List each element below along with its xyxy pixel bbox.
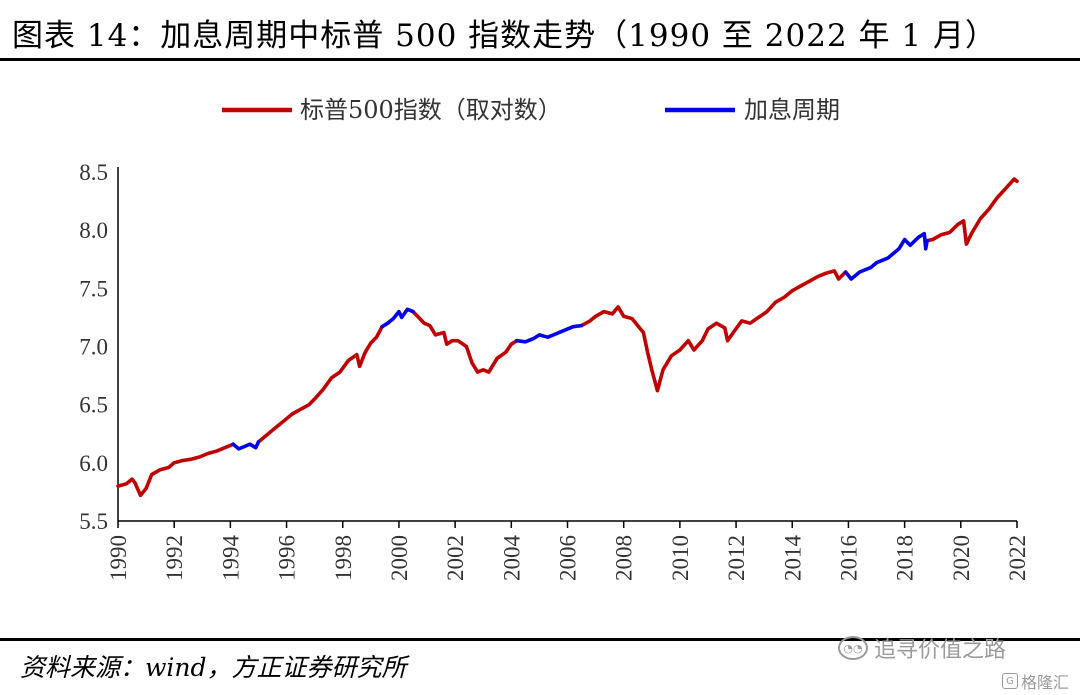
series-line-sp500 xyxy=(925,177,1019,246)
series-line-hike xyxy=(380,307,415,329)
series-line-sp500 xyxy=(579,269,848,393)
x-tick-label: 1998 xyxy=(331,535,356,581)
x-tick-label: 2022 xyxy=(1005,535,1030,581)
y-tick-label: 7.0 xyxy=(79,335,108,360)
series-line-sp500 xyxy=(116,442,235,498)
x-tick-label: 2018 xyxy=(893,535,918,581)
x-tick-label: 2000 xyxy=(387,535,412,581)
y-tick-label: 8.5 xyxy=(79,160,108,185)
x-tick-label: 2014 xyxy=(780,535,805,582)
chart-title: 图表 14：加息周期中标普 500 指数走势（1990 至 2022 年 1 月… xyxy=(12,18,997,54)
series-line-hike xyxy=(515,323,584,344)
y-tick-label: 6.5 xyxy=(79,393,108,418)
x-tick-label: 1994 xyxy=(218,535,243,582)
x-tick-label: 2008 xyxy=(612,535,637,581)
plot-area xyxy=(116,177,1019,498)
x-tick-label: 2020 xyxy=(949,535,974,581)
watermark: ◔◔ 追寻价值之路 xyxy=(838,632,1006,664)
axes: 5.5 6.0 6.5 7.0 7.5 8.0 8.5 1990 1992 1994 1996 199… xyxy=(79,160,1030,581)
x-tick-label: 1996 xyxy=(275,535,300,581)
series-line-sp500 xyxy=(411,309,519,374)
x-tick-label: 1992 xyxy=(162,535,187,581)
badge-text: 格隆汇 xyxy=(1021,673,1070,692)
y-tick-label: 5.5 xyxy=(79,509,108,534)
y-tick-label: 7.5 xyxy=(79,276,108,301)
source-note: 资料来源：wind，方正证券研究所 xyxy=(20,653,407,682)
watermark-text: 追寻价值之路 xyxy=(874,638,1007,663)
gelonghui-logo-icon: G xyxy=(1002,673,1018,689)
sp500-chart: 标普500指数（取对数） 加息周期 5.5 6.0 6.5 7.0 7.5 8.0 8.5 1… xyxy=(79,96,1030,581)
x-tick-label: 1990 xyxy=(106,535,131,581)
legend: 标普500指数（取对数） 加息周期 xyxy=(222,96,840,124)
wechat-icon: ◔◔ xyxy=(838,636,868,660)
series-line-sp500 xyxy=(256,324,384,444)
top-rule xyxy=(0,58,1080,61)
x-tick-label: 2010 xyxy=(668,535,693,581)
x-tick-label: 2012 xyxy=(724,535,749,581)
bottom-rule xyxy=(0,638,1080,641)
y-tick-label: 6.0 xyxy=(79,451,108,476)
legend-label-hike: 加息周期 xyxy=(744,96,840,124)
x-tick-label: 2004 xyxy=(499,535,524,582)
series-line-hike xyxy=(843,231,929,281)
x-tick-label: 2006 xyxy=(556,535,581,581)
x-tick-label: 2002 xyxy=(443,535,468,581)
y-tick-label: 8.0 xyxy=(79,218,108,243)
legend-label-sp500: 标普500指数（取对数） xyxy=(300,96,562,124)
badge: G 格隆汇 xyxy=(1002,669,1069,693)
x-tick-label: 2016 xyxy=(836,535,861,581)
series-line-hike xyxy=(231,440,261,451)
